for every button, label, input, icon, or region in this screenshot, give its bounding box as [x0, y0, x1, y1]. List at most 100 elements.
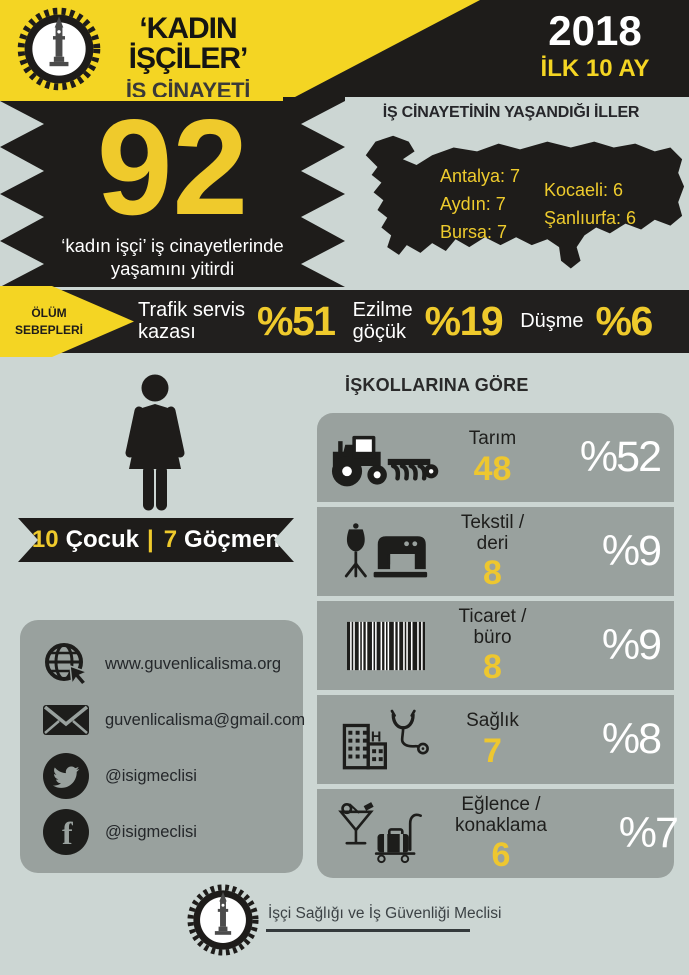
mail-icon — [42, 696, 90, 744]
sector-label-box: Tarım 48 — [455, 428, 556, 488]
hospital-stethoscope-icon: H — [342, 709, 429, 769]
header: ‘KADIN İŞÇİLER’ İŞ CİNAYETİ RAPORU 2018 … — [0, 0, 689, 124]
death-cause-item: Ezilme göçük — [352, 298, 413, 343]
svg-text:H: H — [371, 729, 381, 745]
sector-icon-box: H — [317, 707, 455, 773]
sectors-list: Tarım 48 %52 — [317, 413, 679, 878]
cocktail-luggage-icon — [338, 801, 422, 863]
cause-2-line2: göçük — [352, 320, 406, 343]
death-causes-band: Trafik servis kazası %51 Ezilme göçük %1… — [0, 286, 689, 357]
sector-label: Eğlence / konaklama — [455, 793, 547, 836]
map-section-title: İŞ CİNAYETİNİN YAŞANDIĞI İLLER — [382, 104, 640, 121]
sector-icon-box — [317, 801, 455, 867]
sector-label: Ticaret / büro — [458, 605, 527, 648]
sector-label: Tarım — [468, 428, 517, 450]
sector-percent: %52 — [579, 433, 662, 481]
child-label: Çocuk — [65, 526, 139, 553]
sector-icon-box — [317, 621, 455, 671]
death-cause-item: Düşme — [520, 309, 584, 333]
report-year: 2018 — [548, 7, 642, 54]
sector-row-saglik: H Sağlık 7 %8 — [317, 695, 674, 784]
cause-3-line1: Düşme — [520, 309, 584, 332]
sector-label: Tekstil / deri — [460, 511, 525, 554]
cause-1-line1: Trafik servis — [138, 298, 246, 321]
barcode-icon — [347, 621, 425, 670]
sector-row-tarim: Tarım 48 %52 — [317, 413, 674, 502]
cause-2-percent: %19 — [424, 298, 504, 344]
report-title: ‘KADIN İŞÇİLER’ İŞ CİNAYETİ RAPORU — [78, 14, 298, 124]
sector-label-box: Eğlence / konaklama 6 — [455, 793, 573, 875]
cause-1-line2: kazası — [138, 320, 196, 343]
death-toll-caption-line2: yaşamını yitirdi — [110, 258, 235, 280]
sector-count: 8 — [483, 648, 502, 687]
footer-org-name: İşçi Sağlığı ve İş Güvenliği Meclisi — [268, 905, 502, 922]
sewing-machine-icon — [344, 522, 428, 577]
report-period: 2018 İLK 10 AY — [537, 10, 653, 81]
sector-percent: %7 — [618, 809, 679, 857]
svg-text:f: f — [62, 815, 73, 851]
twitter-handle[interactable]: @isigmeclisi — [105, 766, 197, 785]
sector-percent: %8 — [601, 715, 662, 763]
map-city-list-east: Kocaeli: 6 Şanlıurfa: 6 — [544, 176, 636, 232]
cause-1-percent: %51 — [257, 298, 336, 344]
map-city-kocaeli: Kocaeli: 6 — [544, 180, 624, 200]
sectors-section-title: İŞKOLLARINA GÖRE — [345, 375, 529, 395]
footer-gear-tower-logo-icon — [187, 884, 259, 956]
cause-3-percent: %6 — [595, 298, 654, 344]
contact-row-website[interactable]: www.guvenlicalisma.org — [42, 636, 303, 692]
header-bottom-strip — [0, 97, 345, 101]
migrant-label: Göçmen — [184, 526, 281, 553]
sector-label-box: Ticaret / büro 8 — [455, 605, 556, 687]
report-months: İLK 10 AY — [540, 55, 650, 82]
map-city-antalya: Antalya: 7 — [440, 166, 521, 186]
sector-row-ticaret: Ticaret / büro 8 %9 — [317, 601, 674, 690]
child-count: 10 — [31, 526, 59, 553]
website-link[interactable]: www.guvenlicalisma.org — [105, 654, 282, 673]
death-causes-list: Trafik servis kazası %51 Ezilme göçük %1… — [0, 286, 689, 357]
sector-row-tekstil: Tekstil / deri 8 %9 — [317, 507, 674, 596]
pennant-line1: ÖLÜM — [31, 306, 67, 321]
sector-count: 6 — [491, 836, 511, 875]
sector-count: 48 — [473, 449, 512, 488]
map-city-list-west: Antalya: 7 Aydın: 7 Bursa: 7 — [440, 162, 520, 246]
sector-icon-box — [317, 521, 455, 583]
death-toll-banner: 92 ‘kadın işçi’ iş cinayetlerinde yaşamı… — [0, 101, 345, 287]
contact-row-facebook[interactable]: f @isigmeclisi — [42, 804, 303, 860]
death-causes-tag: ÖLÜM SEBEPLERİ — [6, 305, 92, 337]
contact-row-twitter[interactable]: @isigmeclisi — [42, 748, 303, 804]
twitter-icon — [42, 752, 90, 800]
sector-label: Sağlık — [466, 710, 519, 732]
sector-label-box: Sağlık 7 — [455, 710, 556, 770]
map-city-sanliurfa: Şanlıurfa: 6 — [544, 208, 637, 228]
map-city-bursa: Bursa: 7 — [440, 222, 508, 242]
facebook-handle[interactable]: @isigmeclisi — [105, 822, 197, 841]
sector-label-box: Tekstil / deri 8 — [455, 511, 556, 593]
pennant-line2: SEBEPLERİ — [14, 322, 83, 337]
turkey-map-icon — [365, 135, 685, 269]
sector-percent: %9 — [601, 621, 662, 669]
contact-row-email[interactable]: guvenlicalisma@gmail.com — [42, 692, 306, 748]
death-toll-caption-line1: ‘kadın işçi’ iş cinayetlerinde — [61, 234, 284, 256]
ribbon-divider: | — [146, 526, 154, 553]
sector-icon-box — [317, 427, 455, 489]
death-toll-number: 92 — [96, 91, 249, 243]
sector-row-eglence: Eğlence / konaklama 6 %7 — [317, 789, 679, 878]
migrant-count: 7 — [163, 526, 178, 553]
sector-count: 7 — [483, 731, 502, 770]
email-link[interactable]: guvenlicalisma@gmail.com — [105, 710, 306, 729]
cause-2-line1: Ezilme — [352, 298, 413, 321]
death-toll-caption: ‘kadın işçi’ iş cinayetlerinde yaşamını … — [0, 234, 345, 281]
gear-tower-logo-icon — [17, 7, 101, 91]
globe-icon — [42, 640, 90, 688]
contact-card: www.guvenlicalisma.org guvenlicalisma@gm… — [20, 620, 306, 873]
tractor-icon — [331, 435, 439, 486]
sector-count: 8 — [483, 554, 502, 593]
footer-underline — [266, 929, 470, 932]
map-city-aydin: Aydın: 7 — [440, 194, 506, 214]
victims-ribbon: 10 Çocuk | 7 Göçmen — [18, 518, 294, 562]
sector-percent: %9 — [601, 527, 662, 575]
turkey-map: Antalya: 7 Aydın: 7 Bursa: 7 Kocaeli: 6 … — [356, 126, 688, 278]
woman-figure-icon — [125, 374, 185, 511]
report-title-line1: ‘KADIN İŞÇİLER’ — [128, 12, 249, 75]
